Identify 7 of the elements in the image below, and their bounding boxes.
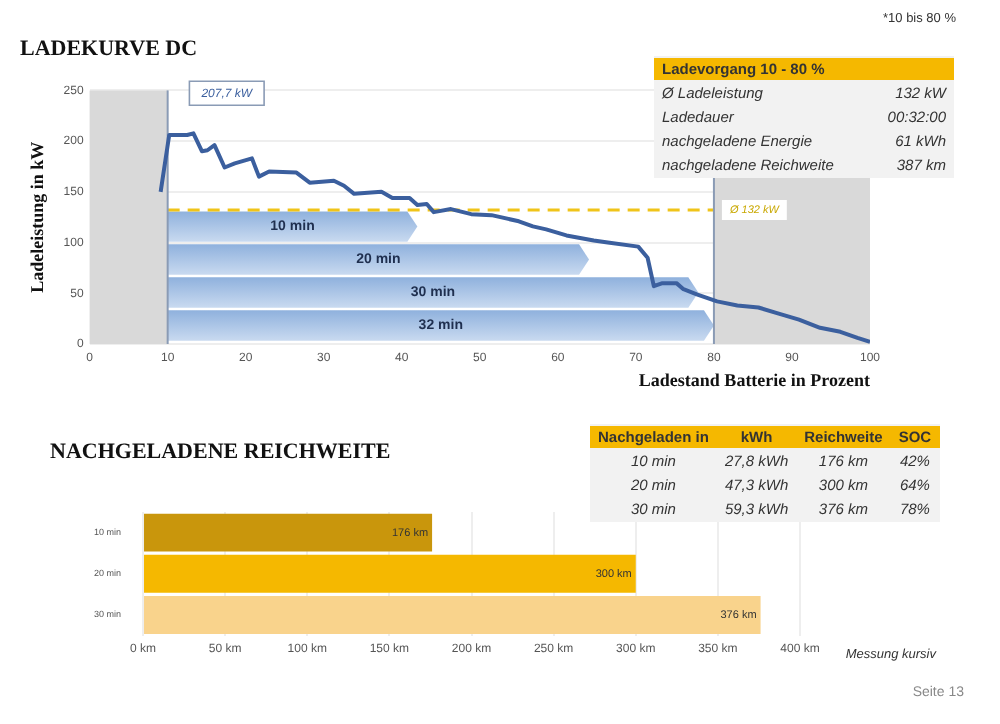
chart-title: LADEKURVE DC bbox=[20, 36, 198, 61]
chart-title: NACHGELADENE REICHWEITE bbox=[50, 440, 391, 464]
bar bbox=[144, 596, 761, 634]
bar bbox=[144, 554, 636, 593]
y-axis-title: Ladeleistung in kW bbox=[27, 141, 48, 293]
x-axis-title: Ladestand Batterie in Prozent bbox=[638, 369, 870, 390]
bar bbox=[144, 513, 433, 552]
